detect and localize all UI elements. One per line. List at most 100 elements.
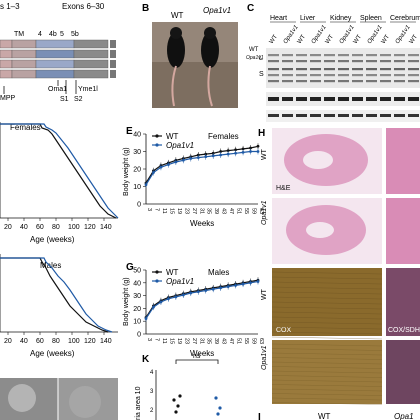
isoform-exon-tm <box>0 39 13 49</box>
isoform-exon-block <box>11 59 37 69</box>
isoform-terminal <box>110 50 116 58</box>
mutant-mouse-body <box>201 32 219 68</box>
blot-band-loading <box>268 97 279 101</box>
data-point <box>159 165 163 169</box>
x-tick-label: 11 <box>161 338 167 344</box>
survival-x-tick-label: 120 <box>84 224 96 231</box>
tissue-header: Kidney <box>330 15 352 22</box>
coxsdh-wt-image <box>386 268 420 336</box>
wt-mouse-body <box>167 32 185 68</box>
fiber-line <box>271 321 383 325</box>
blot-band <box>352 80 363 83</box>
isoform-exons-6-30 <box>73 69 109 79</box>
blot-band <box>310 68 321 71</box>
isoform-terminal <box>110 60 116 68</box>
tissue-header: Heart <box>270 15 287 22</box>
panel-k-scatter: K ria area 10 4 3 2 ns <box>135 353 222 420</box>
blot-bands <box>268 54 419 117</box>
panel-k-ylabel: ria area 10 <box>135 386 142 420</box>
survival-x-tick-label: 60 <box>36 338 44 345</box>
y-tick-label: 20 <box>133 167 141 174</box>
y-tick-label: 10 <box>133 319 141 326</box>
he-stain-label: H&E <box>276 185 291 192</box>
exon-5b-label: 5b <box>71 31 79 38</box>
exon-4-label: 4 <box>38 31 42 38</box>
muscle-fiber-texture <box>271 271 383 405</box>
survival-males-xlabel: Age (weeks) <box>30 349 75 358</box>
oma1-site-label: Oma1 <box>48 86 67 93</box>
blot-band <box>324 74 335 77</box>
legend-label: Opa1v1 <box>166 277 194 286</box>
blot-band <box>324 60 335 63</box>
fiber-line <box>271 296 383 300</box>
blot-band <box>366 74 377 77</box>
blot-band <box>310 74 321 77</box>
blot-band <box>282 54 293 57</box>
tissue-headers: Heart Liver Kidney Spleen Cerebrum <box>270 15 420 23</box>
survival-females-wt-curve <box>0 123 117 219</box>
data-point <box>226 285 230 289</box>
blot-band <box>324 54 335 57</box>
blot-band-control <box>268 114 279 117</box>
y-axis-label: Body weight (g) <box>123 277 130 326</box>
data-point <box>167 297 170 301</box>
data-point <box>211 154 215 158</box>
chart-title: Females <box>208 132 239 141</box>
panel-i-letter: I <box>258 412 261 420</box>
data-point <box>256 280 260 283</box>
he-wt-zoom <box>386 128 420 194</box>
data-point <box>234 148 238 152</box>
survival-x-tick-label: 80 <box>52 338 60 345</box>
exons-6-30-label: Exons 6–30 <box>62 2 105 11</box>
fiber-line <box>271 311 383 315</box>
panel-i-labels: I WT Opa1 <box>258 412 414 420</box>
panel-i-wt-label: WT <box>318 412 331 420</box>
blot-band <box>296 74 307 77</box>
data-point <box>234 283 238 287</box>
blot-band <box>366 54 377 57</box>
fiber-line <box>271 357 383 360</box>
y-tick-label: 40 <box>133 280 141 287</box>
series-line <box>145 145 259 184</box>
coxsdh-mutant-image <box>386 340 420 404</box>
ns-bracket <box>175 359 219 364</box>
data-point <box>219 286 223 290</box>
blot-band-control <box>296 114 307 117</box>
data-point <box>256 150 260 153</box>
blot-band <box>380 68 391 71</box>
x-tick-label: 23 <box>183 208 189 214</box>
chart-title: Males <box>208 268 229 277</box>
y-tick-label: 10 <box>133 184 141 191</box>
fiber-line <box>271 366 383 369</box>
blot-band <box>268 60 279 63</box>
x-tick-label: 39 <box>213 208 219 214</box>
blot-band <box>408 68 419 71</box>
blot-band <box>268 80 279 83</box>
blot-band-control <box>380 114 391 117</box>
blot-band <box>394 80 405 83</box>
blot-band <box>380 80 391 83</box>
y-axis-label: Body weight (g) <box>123 147 130 196</box>
blot-band <box>366 80 377 83</box>
isoform-terminal <box>110 40 116 48</box>
blot-band <box>324 68 335 71</box>
x-tick-label: 3 <box>146 208 152 211</box>
blot-band <box>394 74 405 77</box>
x-tick-label: 43 <box>221 338 227 344</box>
panel-h-letter: H <box>258 128 265 139</box>
data-point <box>181 293 185 297</box>
blot-band <box>282 74 293 77</box>
survival-x-tick-label: 100 <box>68 338 80 345</box>
blot-band <box>366 60 377 63</box>
cox-row-label-wt: WT <box>261 288 268 300</box>
data-point <box>144 183 148 187</box>
isoform-terminal <box>110 70 116 78</box>
blot-band-control <box>310 114 321 117</box>
fiber-line <box>271 370 383 374</box>
blot-band-loading <box>282 97 293 101</box>
survival-x-tick-label: 140 <box>100 224 112 231</box>
panel-k-tick-3: 3 <box>150 389 154 395</box>
blot-band-loading <box>394 97 405 101</box>
legend-label: WT <box>166 132 179 141</box>
panel-k-tick-4: 4 <box>150 370 154 376</box>
